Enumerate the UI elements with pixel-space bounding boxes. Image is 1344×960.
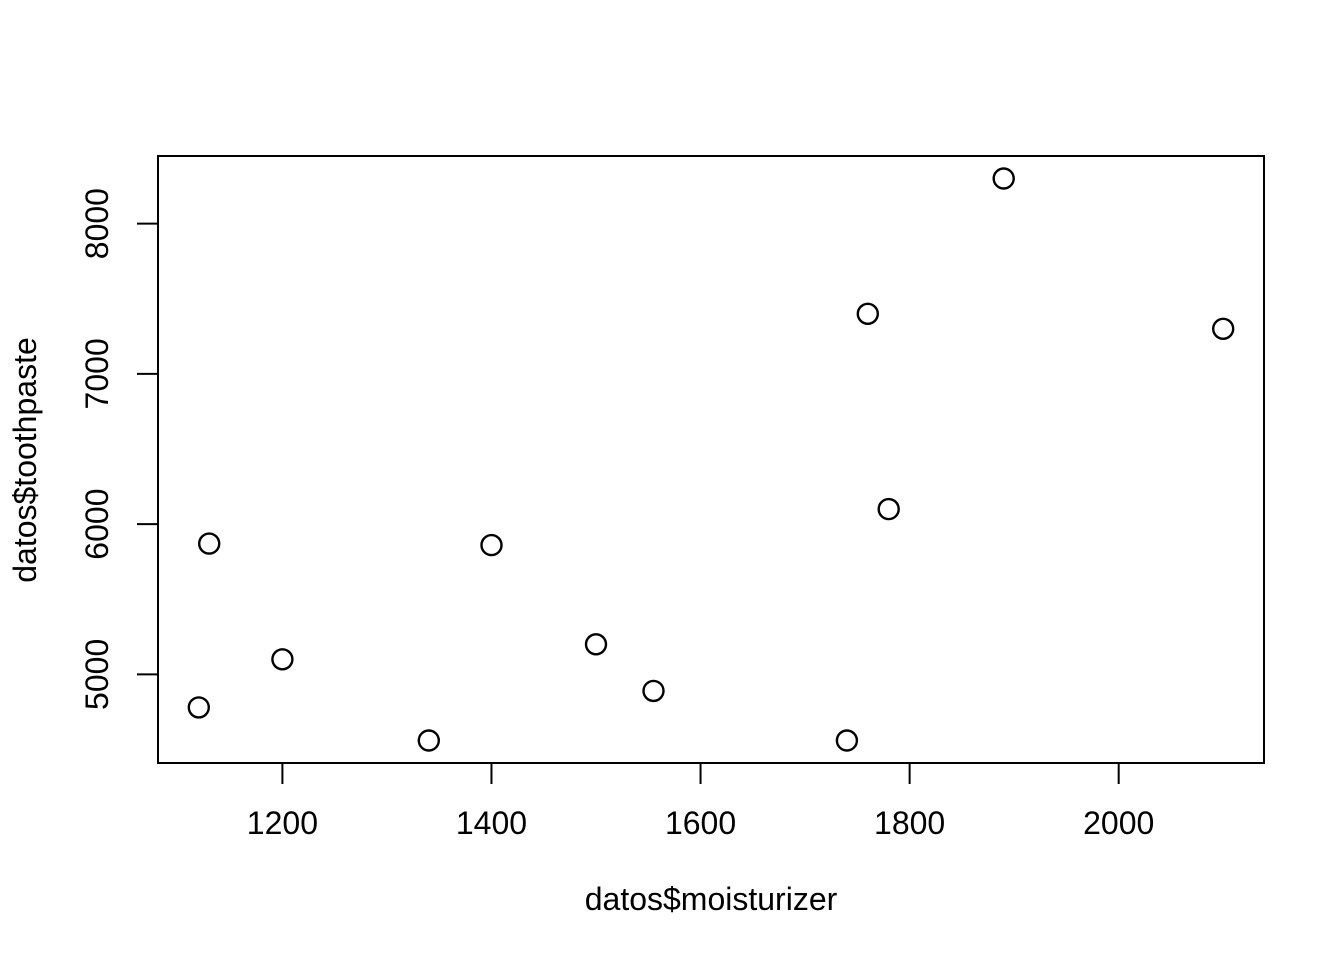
y-tick-label: 6000 — [79, 489, 115, 560]
data-point-marker — [1211, 317, 1235, 340]
x-tick-label: 1200 — [247, 805, 318, 841]
x-tick-label: 1400 — [456, 805, 527, 841]
data-points — [187, 167, 1235, 752]
data-point-marker — [271, 648, 294, 671]
x-axis-tick-labels: 1200 1400 1600 1800 2000 — [247, 805, 1154, 841]
y-axis-tick-labels: 5000 6000 7000 8000 — [79, 188, 115, 710]
y-tick-label: 8000 — [79, 188, 115, 259]
data-point-marker — [417, 729, 440, 752]
data-point-marker — [187, 696, 211, 719]
x-tick-label: 1800 — [874, 805, 945, 841]
y-axis-title: datos$toothpaste — [7, 337, 43, 583]
data-point-marker — [835, 729, 859, 752]
data-point-marker — [584, 633, 608, 656]
y-tick-label: 5000 — [79, 639, 115, 710]
data-point-marker — [992, 167, 1015, 190]
data-point-marker — [480, 533, 503, 557]
x-tick-label: 2000 — [1083, 805, 1154, 841]
x-tick-label: 1600 — [665, 805, 736, 841]
x-axis-ticks — [281, 764, 1120, 784]
data-point-marker — [856, 302, 879, 325]
data-point-marker — [877, 497, 900, 521]
x-axis-title: datos$moisturizer — [585, 881, 838, 917]
data-point-marker — [642, 679, 665, 703]
y-axis-ticks — [137, 222, 157, 676]
data-point-marker — [197, 532, 221, 555]
y-tick-label: 7000 — [79, 338, 115, 409]
plot-box — [157, 155, 1265, 764]
